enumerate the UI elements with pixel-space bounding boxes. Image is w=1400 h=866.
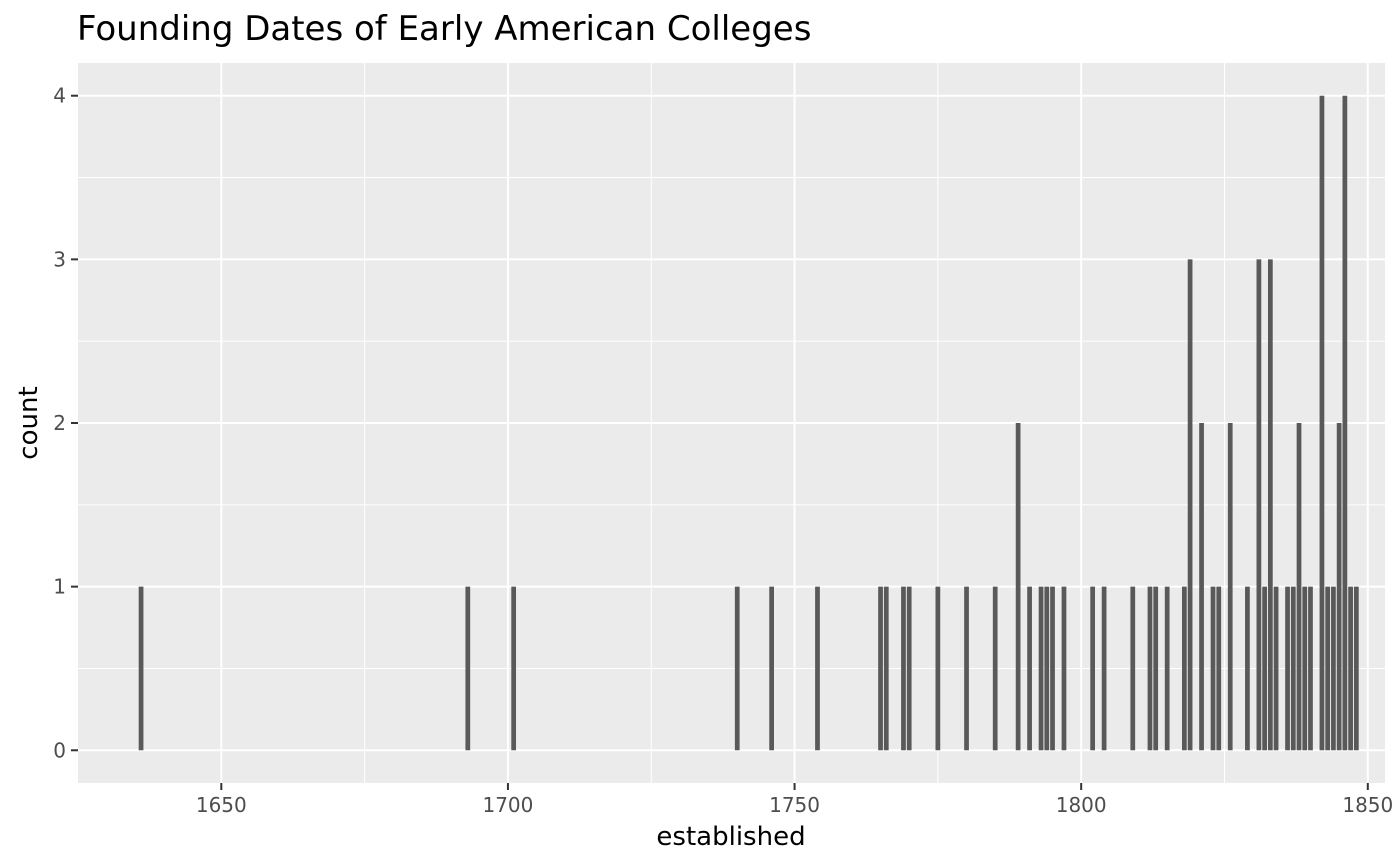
bar: [1336, 423, 1342, 751]
x-tick-label: 1700: [482, 793, 533, 817]
bar: [1331, 586, 1336, 751]
bar: [465, 586, 471, 751]
bar: [1342, 95, 1348, 751]
bar: [1187, 259, 1193, 751]
bar: [1302, 586, 1308, 751]
bar: [1210, 586, 1216, 751]
bar: [1181, 586, 1187, 751]
bar: [1273, 586, 1279, 751]
bar: [1216, 586, 1222, 751]
x-tick-label: 1800: [1056, 793, 1107, 817]
y-tick-label: 0: [53, 738, 66, 762]
bar: [511, 586, 517, 751]
y-tick-label: 3: [53, 247, 66, 271]
bar: [935, 586, 941, 751]
major-gridlines: [78, 63, 1385, 783]
y-tick-label: 4: [53, 84, 66, 108]
bar: [1027, 586, 1032, 751]
x-tick-label: 1750: [769, 793, 820, 817]
x-tick-label: 1850: [1342, 793, 1393, 817]
bar: [1130, 586, 1136, 751]
bar: [1061, 586, 1067, 751]
bar: [1262, 586, 1267, 751]
bar: [769, 586, 774, 751]
x-axis: 1650 1700 1750 1800 1850: [196, 783, 1393, 817]
bar: [1090, 586, 1096, 751]
bar: [964, 586, 969, 751]
bar: [1308, 586, 1313, 751]
bar: [906, 586, 912, 751]
bar: [1044, 586, 1050, 751]
bar: [1164, 586, 1170, 751]
y-tick-label: 1: [53, 575, 66, 599]
bar: [1153, 586, 1159, 751]
bar: [1256, 259, 1262, 751]
bar: [1050, 586, 1055, 751]
x-axis-title: established: [656, 822, 805, 852]
bar: [1038, 586, 1044, 751]
bars: [138, 95, 1359, 751]
bar: [883, 586, 889, 751]
bar: [815, 586, 820, 751]
bar: [1015, 423, 1021, 751]
bar: [1296, 423, 1302, 751]
x-tick-label: 1650: [196, 793, 247, 817]
bar: [1245, 586, 1250, 751]
y-axis-title: count: [14, 386, 44, 459]
bar: [734, 586, 740, 751]
y-tick-label: 2: [53, 411, 66, 435]
bar: [1325, 586, 1331, 751]
bar: [1285, 586, 1290, 751]
bar: [1147, 586, 1153, 751]
bar: [1348, 586, 1353, 751]
bar: [1227, 423, 1233, 751]
y-axis: 0 1 2 3 4: [53, 84, 78, 762]
chart-title: Founding Dates of Early American College…: [77, 9, 811, 49]
bar: [1290, 586, 1296, 751]
bar: [1353, 586, 1359, 751]
bar: [1101, 586, 1107, 751]
bar: [901, 586, 906, 751]
bar: [992, 586, 998, 751]
bar: [138, 586, 144, 751]
bar: [1199, 423, 1204, 751]
bar: [1267, 259, 1273, 751]
bar: [1319, 95, 1325, 751]
bar: [878, 586, 883, 751]
